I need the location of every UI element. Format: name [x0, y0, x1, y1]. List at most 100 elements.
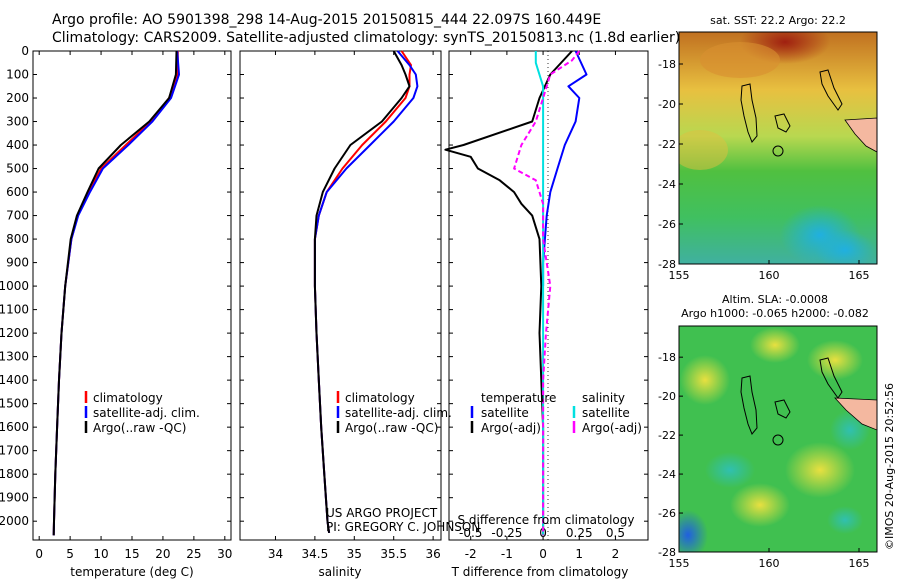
x-tick-label: 10: [93, 547, 108, 561]
legend-s-argo-label: Argo(-adj): [582, 421, 642, 435]
difference-legend: temperature satellite Argo(-adj) salinit…: [470, 391, 642, 435]
map-lon-label: 160: [759, 557, 780, 570]
map-lon-label: 155: [669, 557, 690, 570]
sst-map: sat. SST: 22.2 Argo: 22.2 155 160 165 -18 -2…: [658, 14, 878, 282]
s-tick-label: -0.5: [459, 526, 482, 540]
sla-island-outline: [819, 357, 843, 399]
s-difference-x-axis: -0.5 -0.25 0 0.25 0.5: [459, 526, 625, 540]
series-line-argo-s: [513, 50, 581, 536]
depth-tick-label: 1400: [0, 373, 29, 387]
x-tick-label: 25: [186, 547, 201, 561]
x-tick-label: -2: [465, 547, 477, 561]
series-line-satellite-t: [542, 50, 588, 287]
sla-map-title-2: Argo h1000: -0.065 h2000: -0.082: [681, 307, 869, 320]
x-tick-label: 0: [539, 547, 547, 561]
depth-tick-label: 100: [6, 68, 29, 82]
legend-t-argo-label: Argo(-adj): [481, 421, 541, 435]
temperature-axes-frame: [32, 50, 232, 541]
x-tick-label: 5: [66, 547, 74, 561]
map-lon-label: 155: [669, 269, 690, 282]
depth-axis: 0 100 200 300 400 500 600 700 800 900 1000 1100 1200…: [0, 44, 231, 528]
series-line-argo: [313, 50, 411, 534]
series-line-satellite: [52, 50, 180, 536]
x-tick-label: 35: [347, 547, 362, 561]
legend-climatology-label: climatology: [93, 391, 163, 405]
series-line-climatology: [52, 51, 179, 536]
project-label: US ARGO PROJECT: [326, 506, 438, 520]
depth-tick-label: 400: [6, 138, 29, 152]
legend-s-satellite-label: satellite: [582, 406, 630, 420]
depth-tick-label: 500: [6, 162, 29, 176]
sla-map-frame: [678, 325, 878, 553]
x-tick-label: 34.5: [302, 547, 329, 561]
depth-tick-label: 2000: [0, 514, 29, 528]
pi-label: PI: GREGORY C. JOHNSON: [326, 520, 480, 534]
header-line-1: Argo profile: AO 5901398_298 14-Aug-2015…: [52, 12, 601, 28]
x-tick-label: 34: [268, 547, 283, 561]
salinity-legend: climatology satellite-adj. clim. Argo(..…: [336, 391, 452, 435]
x-tick-label: 0: [35, 547, 43, 561]
sla-map: Altim. SLA: -0.0008 Argo h1000: -0.065 h…: [658, 293, 878, 570]
map-lon-label: 165: [849, 269, 870, 282]
legend-argo-label: Argo(..raw -QC): [93, 421, 186, 435]
series-line-satellite: [313, 50, 419, 534]
s-tick-label: 0.25: [566, 526, 593, 540]
x-tick-label: 1: [575, 547, 583, 561]
s-tick-label: -0.25: [491, 526, 522, 540]
temperature-x-axis: 0 5 10 15 20 25 30: [35, 51, 232, 561]
map-lat-label: -28: [658, 546, 676, 559]
series-line-satellite-s: [534, 51, 545, 536]
temperature-panel: 0100200300400500600700800900100011001200…: [0, 44, 232, 579]
map-lat-label: -26: [658, 218, 676, 231]
depth-tick-label: 700: [6, 209, 29, 223]
depth-tick-label: 1100: [0, 303, 29, 317]
map-lat-label: -18: [658, 351, 676, 364]
depth-tick-label: 1000: [0, 279, 29, 293]
depth-tick-label: 1300: [0, 350, 29, 364]
salinity-depth-ticks: [240, 50, 441, 522]
s-difference-xlabel: S difference from climatology: [458, 513, 635, 527]
depth-tick-label: 1600: [0, 420, 29, 434]
sla-islet-outline: [774, 399, 791, 419]
sla-argo-location-marker: [772, 434, 784, 446]
sst-field: [679, 32, 877, 264]
depth-tick-label: 900: [6, 256, 29, 270]
map-lat-label: -22: [658, 138, 676, 151]
sla-reef-outline: [740, 375, 758, 435]
map-lat-label: -20: [658, 390, 676, 403]
series-line-climatology: [313, 50, 412, 534]
depth-tick-label: 1900: [0, 491, 29, 505]
legend-argo-label: Argo(..raw -QC): [345, 421, 438, 435]
map-lat-label: -18: [658, 58, 676, 71]
legend-t-satellite-label: satellite: [481, 406, 529, 420]
t-difference-x-axis: -2 -1 0 1 2: [465, 51, 619, 561]
sla-field: [679, 326, 877, 552]
difference-panel: -2 -1 0 1 2 -0.5 -0.25 0 0.25 0.5 S difference f…: [444, 50, 649, 579]
legend-temperature-heading: temperature: [481, 391, 556, 405]
depth-tick-label: 1700: [0, 444, 29, 458]
sst-map-axes: 155 160 165 -18 -20 -22 -24 -26 -28: [658, 58, 869, 282]
x-tick-label: -1: [501, 547, 513, 561]
sla-map-title-1: Altim. SLA: -0.0008: [722, 293, 828, 306]
map-lat-label: -28: [658, 258, 676, 271]
depth-tick-label: 1500: [0, 397, 29, 411]
sst-map-title: sat. SST: 22.2 Argo: 22.2: [710, 14, 846, 27]
series-line-argo-t: [444, 50, 573, 536]
sst-map-frame: [678, 31, 878, 265]
map-lat-label: -26: [658, 507, 676, 520]
salinity-xlabel: salinity: [318, 565, 361, 579]
salinity-panel: 34 34.5 35 35.5 36 salinity climatology sate…: [239, 50, 480, 579]
legend-climatology-label: climatology: [345, 391, 415, 405]
salinity-axes-frame: [239, 50, 442, 541]
legend-salinity-heading: salinity: [582, 391, 625, 405]
depth-tick-label: 200: [6, 91, 29, 105]
map-lat-label: -20: [658, 98, 676, 111]
map-lat-label: -24: [658, 178, 676, 191]
t-difference-xlabel: T difference from climatology: [451, 565, 629, 579]
depth-tick-label: 300: [6, 115, 29, 129]
temperature-xlabel: temperature (deg C): [70, 565, 193, 579]
series-line-argo: [52, 50, 178, 536]
map-lon-label: 165: [849, 557, 870, 570]
sst-island-outline: [819, 69, 843, 111]
